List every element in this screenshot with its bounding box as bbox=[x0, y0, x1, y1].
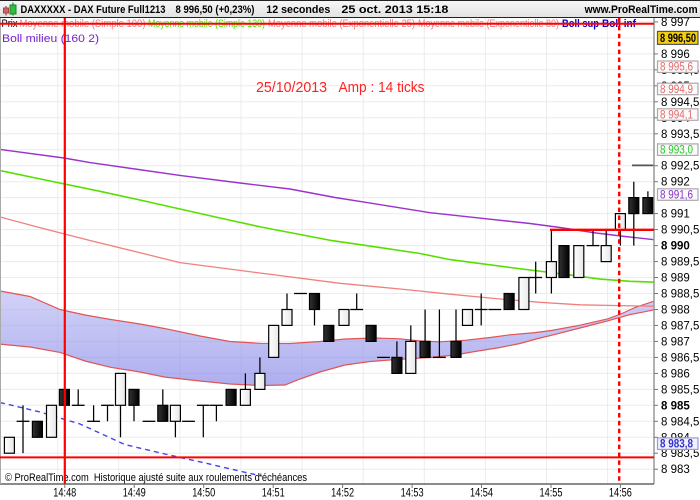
svg-text:14:55: 14:55 bbox=[540, 488, 563, 500]
svg-text:25/10/2013: 25/10/2013 bbox=[256, 79, 327, 96]
svg-text:8 995,6: 8 995,6 bbox=[660, 62, 693, 74]
svg-text:8 994,1: 8 994,1 bbox=[660, 110, 693, 122]
svg-text:8 986: 8 986 bbox=[661, 368, 690, 380]
svg-text:8 996,50: 8 996,50 bbox=[660, 33, 696, 45]
svg-text:8 983,8: 8 983,8 bbox=[660, 439, 694, 451]
svg-text:8 985: 8 985 bbox=[661, 400, 690, 412]
svg-text:© ProRealTime.com Historique: © ProRealTime.com Historique ajusté suit… bbox=[5, 472, 307, 484]
svg-text:14:49: 14:49 bbox=[123, 488, 146, 500]
svg-text:8 986,5: 8 986,5 bbox=[661, 352, 699, 364]
svg-text:8 987,5: 8 987,5 bbox=[661, 320, 699, 332]
svg-text:8 990: 8 990 bbox=[661, 241, 690, 253]
svg-text:8 984,5: 8 984,5 bbox=[661, 416, 699, 428]
svg-text:8 985,5: 8 985,5 bbox=[661, 384, 699, 396]
svg-text:8 993,5: 8 993,5 bbox=[661, 129, 699, 141]
svg-text:8 988: 8 988 bbox=[661, 305, 690, 317]
svg-text:14:51: 14:51 bbox=[262, 488, 285, 500]
svg-text:8 988,5: 8 988,5 bbox=[661, 289, 699, 301]
svg-text:8 989,5: 8 989,5 bbox=[661, 257, 699, 269]
svg-text:8 989: 8 989 bbox=[661, 273, 690, 285]
svg-text:8 987: 8 987 bbox=[661, 336, 690, 348]
svg-text:8 992,5: 8 992,5 bbox=[661, 161, 699, 173]
svg-text:8 996: 8 996 bbox=[661, 49, 690, 61]
svg-text:14:50: 14:50 bbox=[192, 488, 215, 500]
svg-text:14:54: 14:54 bbox=[470, 488, 493, 500]
svg-text:8 997: 8 997 bbox=[661, 18, 690, 29]
svg-text:Boll milieu (160 2): Boll milieu (160 2) bbox=[2, 33, 99, 45]
svg-text:14:53: 14:53 bbox=[401, 488, 424, 500]
svg-text:www.ProRealTime.com: www.ProRealTime.com bbox=[584, 4, 698, 16]
svg-text:25 oct. 2013 15:18: 25 oct. 2013 15:18 bbox=[341, 4, 448, 16]
svg-text:8 994,9: 8 994,9 bbox=[660, 84, 693, 96]
svg-text:8 983: 8 983 bbox=[661, 464, 690, 476]
svg-text:8 983,5: 8 983,5 bbox=[661, 448, 699, 460]
svg-text:14:52: 14:52 bbox=[331, 488, 354, 500]
svg-text:Amp : 14 ticks: Amp : 14 ticks bbox=[339, 79, 425, 96]
svg-text:12 secondes: 12 secondes bbox=[266, 4, 330, 16]
svg-text:14:56: 14:56 bbox=[609, 488, 632, 500]
svg-text:14:48: 14:48 bbox=[53, 488, 76, 500]
svg-text:8 993,0: 8 993,0 bbox=[660, 145, 693, 157]
svg-text:8 994,5: 8 994,5 bbox=[661, 97, 699, 109]
svg-text:8 990,5: 8 990,5 bbox=[661, 225, 699, 237]
svg-text:8 991,6: 8 991,6 bbox=[660, 190, 693, 202]
svg-text:8 991: 8 991 bbox=[661, 209, 690, 221]
svg-text:DAXXXXX - DAX Future Full1213: DAXXXXX - DAX Future Full1213 bbox=[21, 4, 166, 16]
svg-text:8 992: 8 992 bbox=[661, 177, 690, 189]
svg-text:8 996,50 (+0,23%): 8 996,50 (+0,23%) bbox=[176, 4, 255, 16]
